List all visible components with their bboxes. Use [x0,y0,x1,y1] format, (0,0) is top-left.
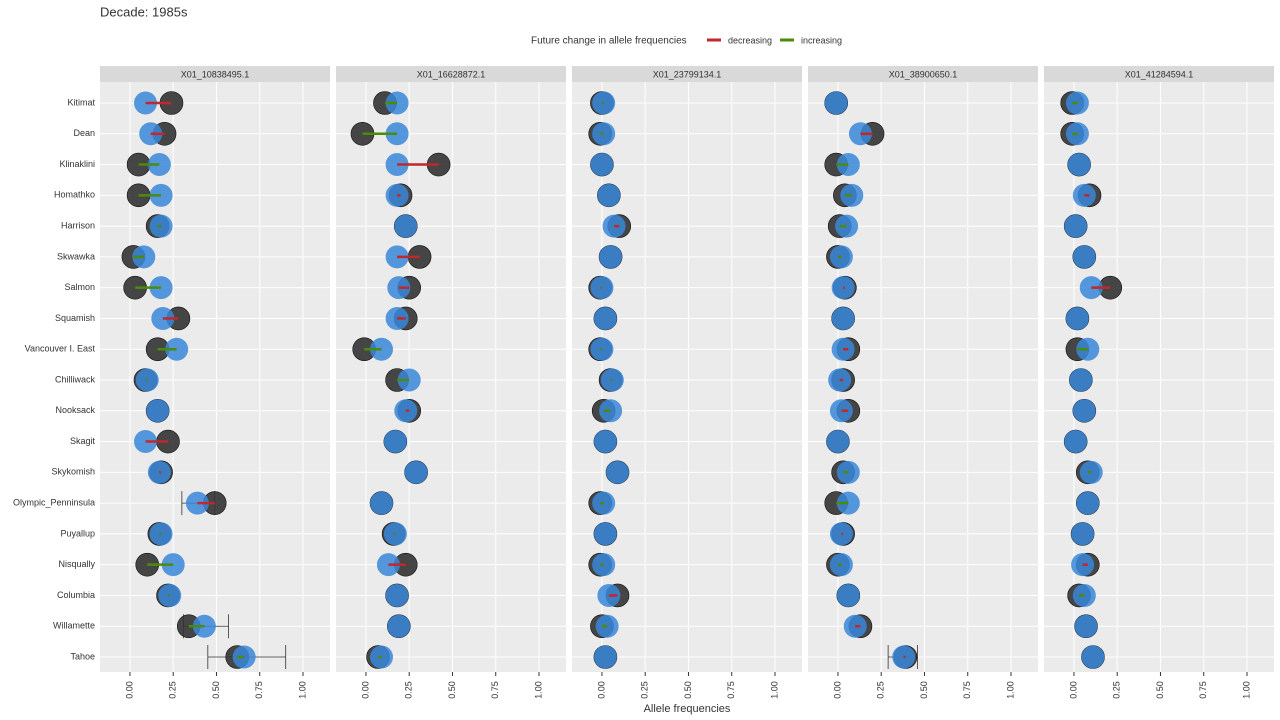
legend-label: increasing [801,35,842,45]
future-dot [387,614,411,638]
y-tick-label: Puyallup [60,528,95,538]
chart-title: Decade: 1985s [100,4,188,19]
future-dot [831,306,855,330]
y-tick-label: Kitimat [67,97,95,107]
x-tick-label: 0.75 [962,681,972,699]
facet-title: X01_41284594.1 [1125,69,1194,79]
y-tick-label: Olympic_Penninsula [13,497,95,507]
future-dot [599,245,623,269]
future-dot [394,214,418,238]
future-dot [593,306,617,330]
future-dot [590,153,614,177]
x-tick-label: 0.25 [1112,681,1122,699]
future-dot [383,430,407,454]
y-tick-label: Columbia [57,590,95,600]
legend-title: Future change in allele frequencies [531,36,687,47]
y-tick-label: Tahoe [70,651,95,661]
y-tick-label: Vancouver I. East [25,344,96,354]
y-tick-label: Nooksack [55,405,95,415]
future-dot [606,460,630,484]
future-dot [1065,306,1089,330]
facet-title: X01_23799134.1 [653,69,722,79]
x-tick-label: 0.50 [683,681,693,699]
y-tick-label: Chilliwack [55,374,96,384]
y-tick-label: Salmon [64,282,95,292]
x-tick-label: 0.00 [596,681,606,699]
y-tick-label: Squamish [55,313,95,323]
x-tick-label: 0.75 [726,681,736,699]
future-dot [1072,245,1096,269]
x-tick-label: 0.50 [1155,681,1165,699]
future-dot [1067,153,1091,177]
x-tick-label: 0.25 [168,681,178,699]
future-dot [593,430,617,454]
future-dot [593,645,617,669]
future-dot [1074,614,1098,638]
y-tick-label: Harrison [61,220,95,230]
x-tick-label: 1.00 [297,681,307,699]
x-tick-label: 1.00 [769,681,779,699]
future-dot [370,491,394,515]
y-tick-label: Willamette [53,621,95,631]
future-dot [1069,368,1093,392]
future-dot [824,91,848,115]
x-tick-label: 0.50 [447,681,457,699]
x-tick-label: 0.00 [832,681,842,699]
x-tick-label: 0.25 [640,681,650,699]
strip [1044,66,1274,82]
strip [808,66,1038,82]
strip [572,66,802,82]
future-dot [146,399,170,423]
facet-title: X01_38900650.1 [889,69,958,79]
future-dot [1064,430,1088,454]
facet-title: X01_10838495.1 [181,69,250,79]
future-dot [1081,645,1105,669]
x-axis-label: Allele frequencies [644,703,731,715]
x-tick-label: 1.00 [1241,681,1251,699]
x-tick-label: 0.00 [1068,681,1078,699]
panel [336,82,566,672]
future-dot [826,430,850,454]
x-tick-label: 0.50 [211,681,221,699]
y-tick-label: Skwawka [57,251,95,261]
x-tick-label: 0.75 [490,681,500,699]
future-dot [404,460,428,484]
x-tick-label: 0.25 [404,681,414,699]
future-dot [593,522,617,546]
x-tick-label: 0.75 [1198,681,1208,699]
future-dot [385,583,409,607]
future-dot [836,583,860,607]
facet-title: X01_16628872.1 [417,69,486,79]
future-dot [1071,522,1095,546]
x-tick-label: 0.50 [919,681,929,699]
future-dot [1064,214,1088,238]
legend-label: decreasing [728,35,772,45]
strip [336,66,566,82]
future-dot [597,183,621,207]
y-tick-label: Skagit [70,436,96,446]
y-tick-label: Klinaklini [59,159,95,169]
x-tick-label: 1.00 [1005,681,1015,699]
x-tick-label: 0.00 [360,681,370,699]
y-tick-label: Nisqually [58,559,95,569]
y-tick-label: Homathko [54,190,95,200]
x-tick-label: 0.25 [876,681,886,699]
y-tick-label: Skykomish [51,467,95,477]
strip [100,66,330,82]
future-dot [1072,399,1096,423]
x-tick-label: 1.00 [533,681,543,699]
y-tick-label: Dean [73,128,95,138]
future-dot [1076,491,1100,515]
x-tick-label: 0.75 [254,681,264,699]
x-tick-label: 0.00 [124,681,134,699]
